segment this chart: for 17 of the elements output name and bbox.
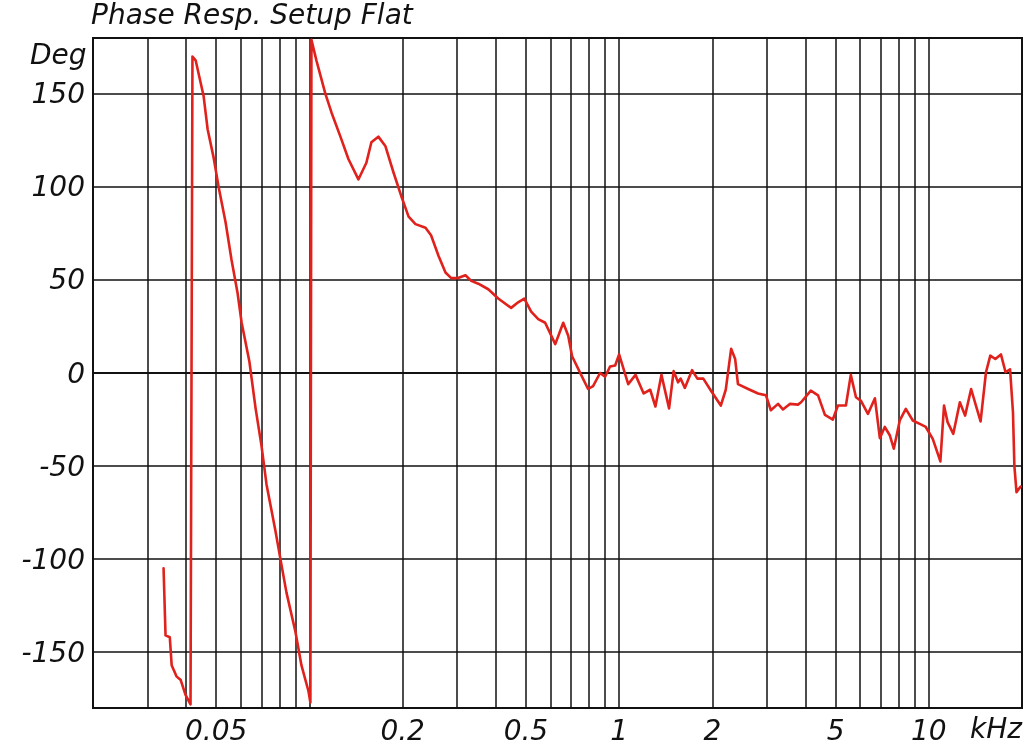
- x-tick-label: 2: [703, 713, 722, 744]
- x-tick-label: 1: [610, 713, 629, 744]
- y-tick-label: 0: [67, 356, 85, 390]
- y-axis-title: Deg: [30, 37, 87, 71]
- y-tick-label: 150: [31, 77, 85, 111]
- chart-title: Phase Resp. Setup Flat: [91, 0, 414, 31]
- x-tick-label: 0.05: [185, 713, 248, 744]
- y-tick-label: -150: [21, 635, 85, 669]
- x-tick-label: 0.2: [380, 713, 425, 744]
- y-tick-label: -50: [39, 449, 85, 483]
- x-tick-label: 5: [826, 713, 845, 744]
- y-tick-label: -100: [21, 542, 85, 576]
- x-tick-label: 10: [910, 713, 947, 744]
- y-tick-label: 50: [49, 263, 85, 297]
- x-axis-title: kHz: [970, 711, 1024, 744]
- x-tick-label: 0.5: [503, 713, 549, 744]
- y-tick-label: 100: [31, 170, 85, 204]
